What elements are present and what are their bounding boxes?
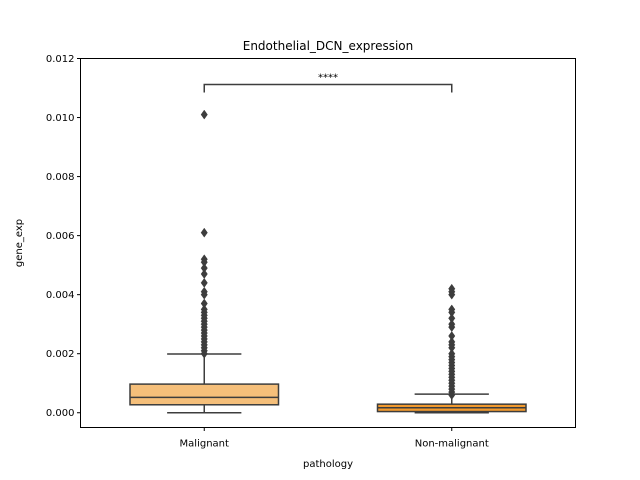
outlier-point bbox=[200, 227, 208, 238]
outlier-point bbox=[200, 109, 208, 120]
x-tick-label: Malignant bbox=[180, 439, 229, 450]
chart-title: Endothelial_DCN_expression bbox=[243, 39, 414, 53]
plot-frame bbox=[80, 58, 576, 428]
significance-bracket bbox=[203, 83, 453, 93]
y-tick-label: 0.002 bbox=[46, 349, 75, 360]
x-tick-label: Non-malignant bbox=[415, 439, 489, 450]
x-axis: Malignant Non-malignant bbox=[180, 427, 489, 450]
significance-annotation: **** bbox=[203, 72, 453, 93]
y-tick-label: 0.012 bbox=[46, 54, 75, 65]
y-tick-label: 0.000 bbox=[46, 408, 75, 419]
y-tick-label: 0.010 bbox=[46, 113, 75, 124]
box-group bbox=[129, 109, 280, 414]
y-tick-label: 0.006 bbox=[46, 231, 75, 242]
x-axis-label: pathology bbox=[303, 459, 353, 470]
box-iqr bbox=[129, 383, 280, 406]
y-tick-label: 0.008 bbox=[46, 172, 75, 183]
y-axis-label: gene_exp bbox=[14, 219, 25, 267]
significance-label: **** bbox=[318, 72, 338, 83]
y-axis: 0.000 0.002 0.004 0.006 0.008 0.010 0.012 bbox=[46, 54, 81, 419]
outlier-point bbox=[448, 390, 456, 400]
box-group bbox=[376, 283, 527, 414]
y-tick-label: 0.004 bbox=[46, 290, 75, 301]
outlier-point bbox=[448, 289, 456, 300]
plot-area: **** bbox=[129, 72, 527, 414]
outlier-point bbox=[200, 269, 208, 279]
outlier-point bbox=[200, 348, 208, 359]
outlier-point bbox=[200, 277, 208, 288]
